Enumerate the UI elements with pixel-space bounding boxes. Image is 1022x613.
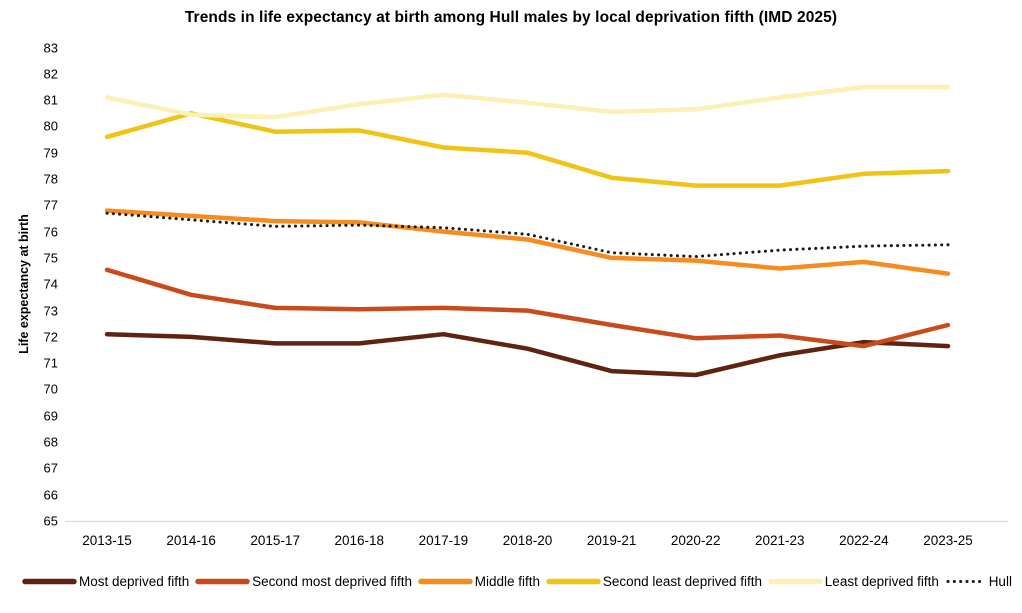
y-tick-label: 73 [43, 303, 58, 319]
legend-label: Second least deprived fifth [602, 574, 762, 589]
legend-label: Most deprived fifth [79, 574, 190, 589]
y-tick-label: 71 [43, 355, 58, 371]
y-tick-label: 74 [43, 276, 58, 292]
y-tick-label: 83 [43, 40, 58, 55]
chart-title: Trends in life expectancy at birth among… [184, 9, 838, 26]
y-tick-label: 80 [43, 118, 58, 134]
legend-item-middle-fifth: Middle fifth [418, 574, 540, 589]
y-tick-label: 78 [43, 171, 58, 187]
legend-item-second-most-deprived-fifth: Second most deprived fifth [195, 574, 412, 589]
y-tick-label: 81 [43, 92, 58, 108]
y-tick-label: 75 [43, 250, 58, 266]
y-tick-label: 82 [43, 66, 58, 82]
legend-label: Hull [988, 574, 1012, 589]
x-tick-label: 2021-23 [755, 533, 805, 548]
legend-label: Middle fifth [474, 574, 541, 589]
x-tick-label: 2020-22 [670, 533, 721, 548]
series-line-least-deprived-fifth [104, 84, 951, 120]
series-line-most-deprived-fifth [104, 331, 951, 378]
legend-item-second-least-deprived-fifth: Second least deprived fifth [546, 574, 762, 589]
y-tick-label: 65 [43, 513, 58, 529]
legend-item-hull: Hull [945, 574, 1012, 589]
legend-swatch-least-deprived-fifth [768, 578, 823, 585]
legend: Most deprived fifth Second most deprived … [22, 574, 1012, 589]
legend-item-least-deprived-fifth: Least deprived fifth [768, 574, 939, 589]
y-tick-label: 76 [43, 224, 58, 240]
legend-swatch-second-least-deprived-fifth [546, 578, 601, 585]
x-tick-label: 2015-17 [250, 533, 300, 548]
legend-swatch-most-deprived-fifth [22, 578, 77, 585]
x-tick-label: 2023-25 [923, 533, 973, 548]
y-tick-label: 68 [43, 434, 58, 450]
series-line-second-least-deprived-fifth [104, 111, 951, 188]
x-tick-label: 2018-20 [502, 533, 553, 548]
y-tick-label: 67 [43, 460, 58, 476]
series-line-second-most-deprived-fifth [104, 267, 951, 349]
legend-swatch-hull [946, 580, 986, 583]
series-line-hull [105, 211, 950, 259]
legend-label: Second most deprived fifth [252, 574, 412, 589]
legend-swatch-middle-fifth [418, 578, 473, 585]
y-tick-label: 79 [43, 145, 58, 161]
y-tick-label: 70 [43, 381, 58, 397]
y-tick-label: 72 [43, 329, 58, 345]
legend-label: Least deprived fifth [824, 574, 939, 589]
series-line-middle-fifth [104, 208, 951, 276]
x-tick-label: 2022-24 [839, 533, 889, 548]
x-tick-label: 2019-21 [586, 533, 637, 548]
y-tick-label: 77 [43, 197, 58, 213]
x-tick-label: 2014-16 [166, 533, 216, 548]
x-tick-label: 2017-19 [418, 533, 469, 548]
legend-swatch-second-most-deprived-fifth [195, 578, 250, 585]
x-tick-label: 2016-18 [334, 533, 385, 548]
legend-item-most-deprived-fifth: Most deprived fifth [22, 574, 189, 589]
y-tick-label: 69 [43, 408, 58, 424]
y-tick-label: 66 [43, 487, 58, 503]
x-tick-label: 2013-15 [82, 533, 132, 548]
